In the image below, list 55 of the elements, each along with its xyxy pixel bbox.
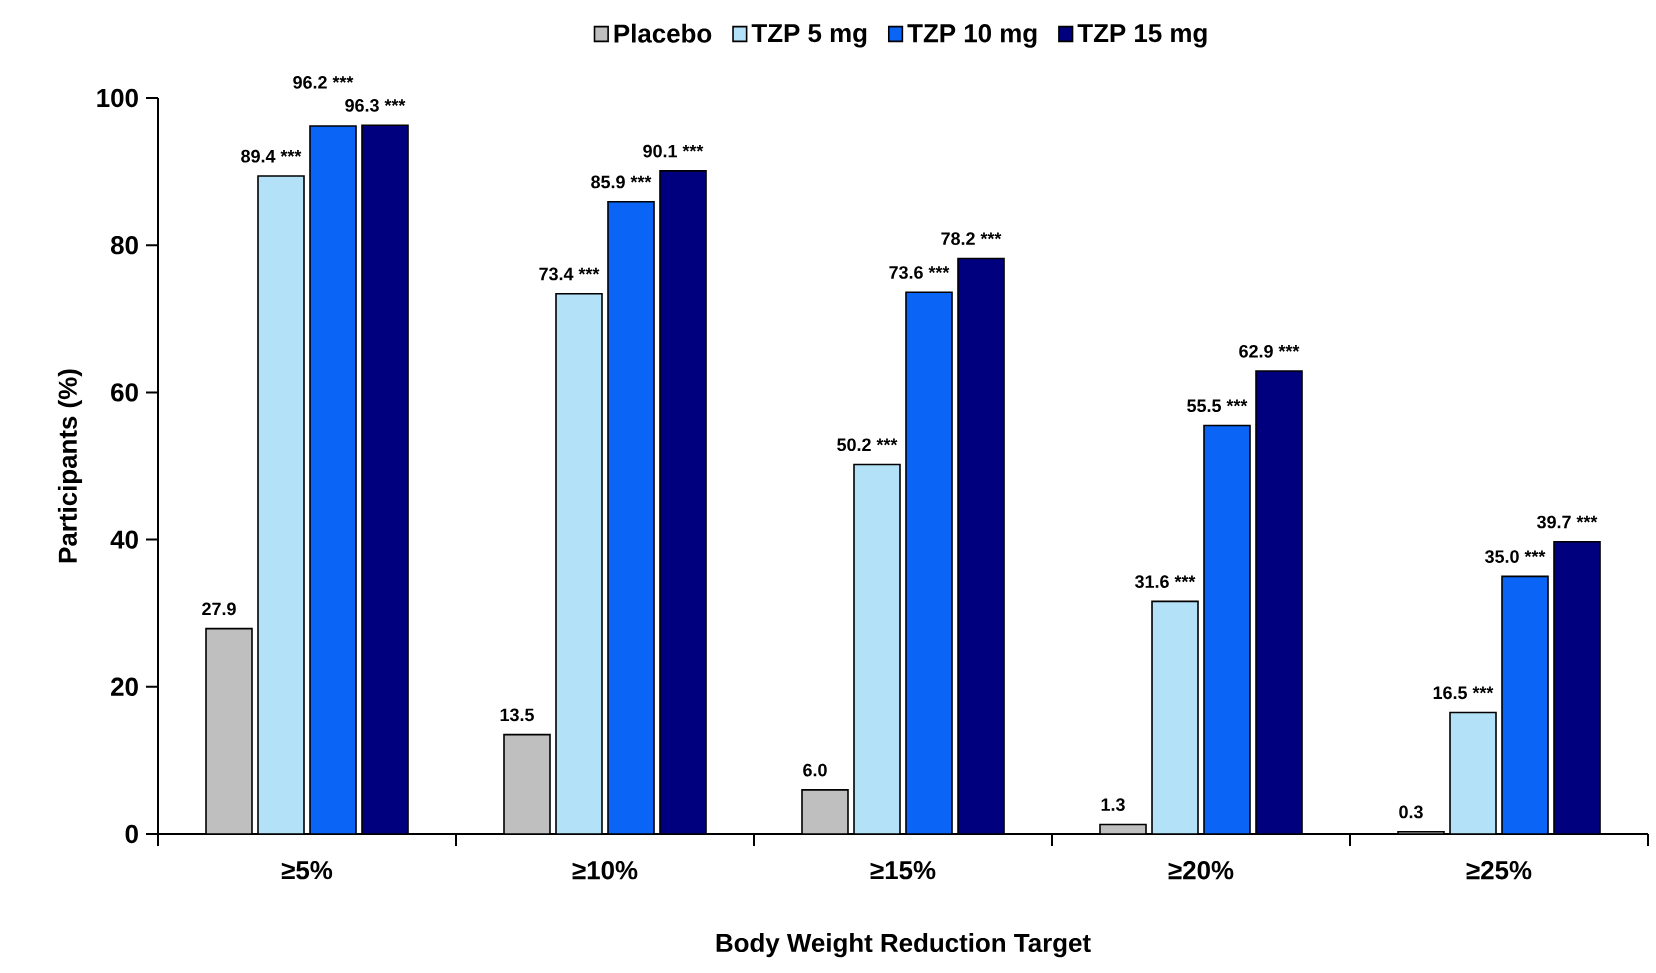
legend-label: TZP 10 mg bbox=[907, 24, 1037, 48]
bar bbox=[205, 627, 253, 834]
bar bbox=[607, 200, 655, 834]
y-tick-label: 0 bbox=[125, 824, 138, 844]
y-tick-label: 20 bbox=[111, 677, 138, 696]
x-tick-label: ≥10% bbox=[572, 861, 638, 880]
data-label: 13.5 bbox=[500, 708, 534, 722]
x-tick-label: ≥5% bbox=[281, 861, 333, 880]
y-tick-label: 100 bbox=[97, 88, 138, 108]
y-tick-label: 80 bbox=[110, 236, 138, 255]
bar bbox=[1255, 370, 1303, 834]
data-label: 62.9 *** bbox=[1239, 344, 1300, 358]
data-label: 6.0 bbox=[803, 763, 827, 777]
bar bbox=[361, 124, 409, 834]
bar bbox=[309, 125, 357, 834]
bar bbox=[503, 733, 551, 834]
data-label: 90.1 *** bbox=[643, 144, 704, 158]
data-label: 39.7 *** bbox=[1537, 515, 1598, 529]
legend-label: TZP 5 mg bbox=[751, 24, 867, 48]
bar bbox=[1151, 600, 1199, 834]
y-axis-title: Participants (%) bbox=[57, 369, 83, 563]
data-label: 55.5 *** bbox=[1187, 399, 1248, 413]
data-label: 96.2 *** bbox=[293, 75, 354, 89]
data-label: 78.2 *** bbox=[941, 232, 1002, 246]
legend-label: Placebo bbox=[614, 23, 712, 43]
bar bbox=[1203, 424, 1251, 834]
data-label: 89.4 *** bbox=[241, 149, 302, 163]
bar bbox=[1449, 711, 1497, 834]
data-label: 85.9 *** bbox=[591, 175, 652, 189]
x-tick-label: ≥20% bbox=[1168, 861, 1234, 880]
data-label: 73.4 *** bbox=[539, 267, 600, 281]
x-tick-label: ≥15% bbox=[870, 861, 936, 880]
data-label: 1.3 bbox=[1101, 798, 1125, 811]
x-tick-label: ≥25% bbox=[1466, 861, 1532, 880]
bar bbox=[257, 175, 305, 834]
data-label: 0.3 bbox=[1399, 805, 1423, 819]
data-label: 96.3 *** bbox=[345, 99, 406, 112]
bar bbox=[853, 463, 901, 834]
bar bbox=[1501, 575, 1549, 834]
bar bbox=[659, 170, 707, 834]
bar bbox=[1553, 541, 1601, 834]
data-label: 16.5 *** bbox=[1433, 686, 1494, 700]
legend-label: TZP 15 mg bbox=[1077, 24, 1207, 48]
data-label: 50.2 *** bbox=[837, 438, 898, 452]
bar bbox=[555, 292, 603, 834]
data-label: 73.6 *** bbox=[889, 266, 950, 279]
data-label: 27.9 bbox=[202, 602, 236, 616]
bar bbox=[905, 291, 953, 834]
data-label: 31.6 *** bbox=[1135, 575, 1196, 588]
y-tick-label: 40 bbox=[110, 530, 138, 549]
bar bbox=[957, 257, 1005, 834]
y-tick-label: 60 bbox=[111, 383, 138, 402]
data-label: 35.0 *** bbox=[1485, 550, 1546, 563]
x-axis-title: Body Weight Reduction Target bbox=[716, 933, 1091, 958]
bar bbox=[801, 789, 849, 834]
